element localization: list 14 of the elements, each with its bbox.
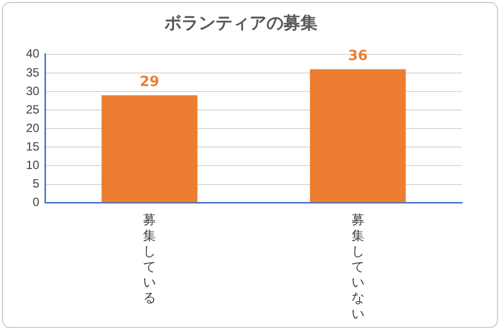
x-tick-label: 募集していない bbox=[351, 212, 364, 321]
y-tick-label: 15 bbox=[26, 139, 40, 154]
y-tick-label: 10 bbox=[26, 158, 40, 172]
chart-title: ボランティアの募集 bbox=[164, 14, 318, 34]
y-tick-label: 35 bbox=[26, 65, 40, 80]
y-tick-label: 0 bbox=[32, 195, 40, 210]
data-label: 36 bbox=[348, 48, 368, 64]
y-tick-label: 40 bbox=[26, 46, 40, 61]
x-tick-label: 募集している bbox=[143, 212, 156, 306]
y-tick-label: 5 bbox=[32, 176, 40, 191]
data-label: 29 bbox=[140, 74, 160, 90]
y-tick-label: 25 bbox=[26, 102, 40, 116]
y-tick-label: 20 bbox=[26, 120, 40, 135]
y-tick-label: 30 bbox=[26, 84, 40, 98]
